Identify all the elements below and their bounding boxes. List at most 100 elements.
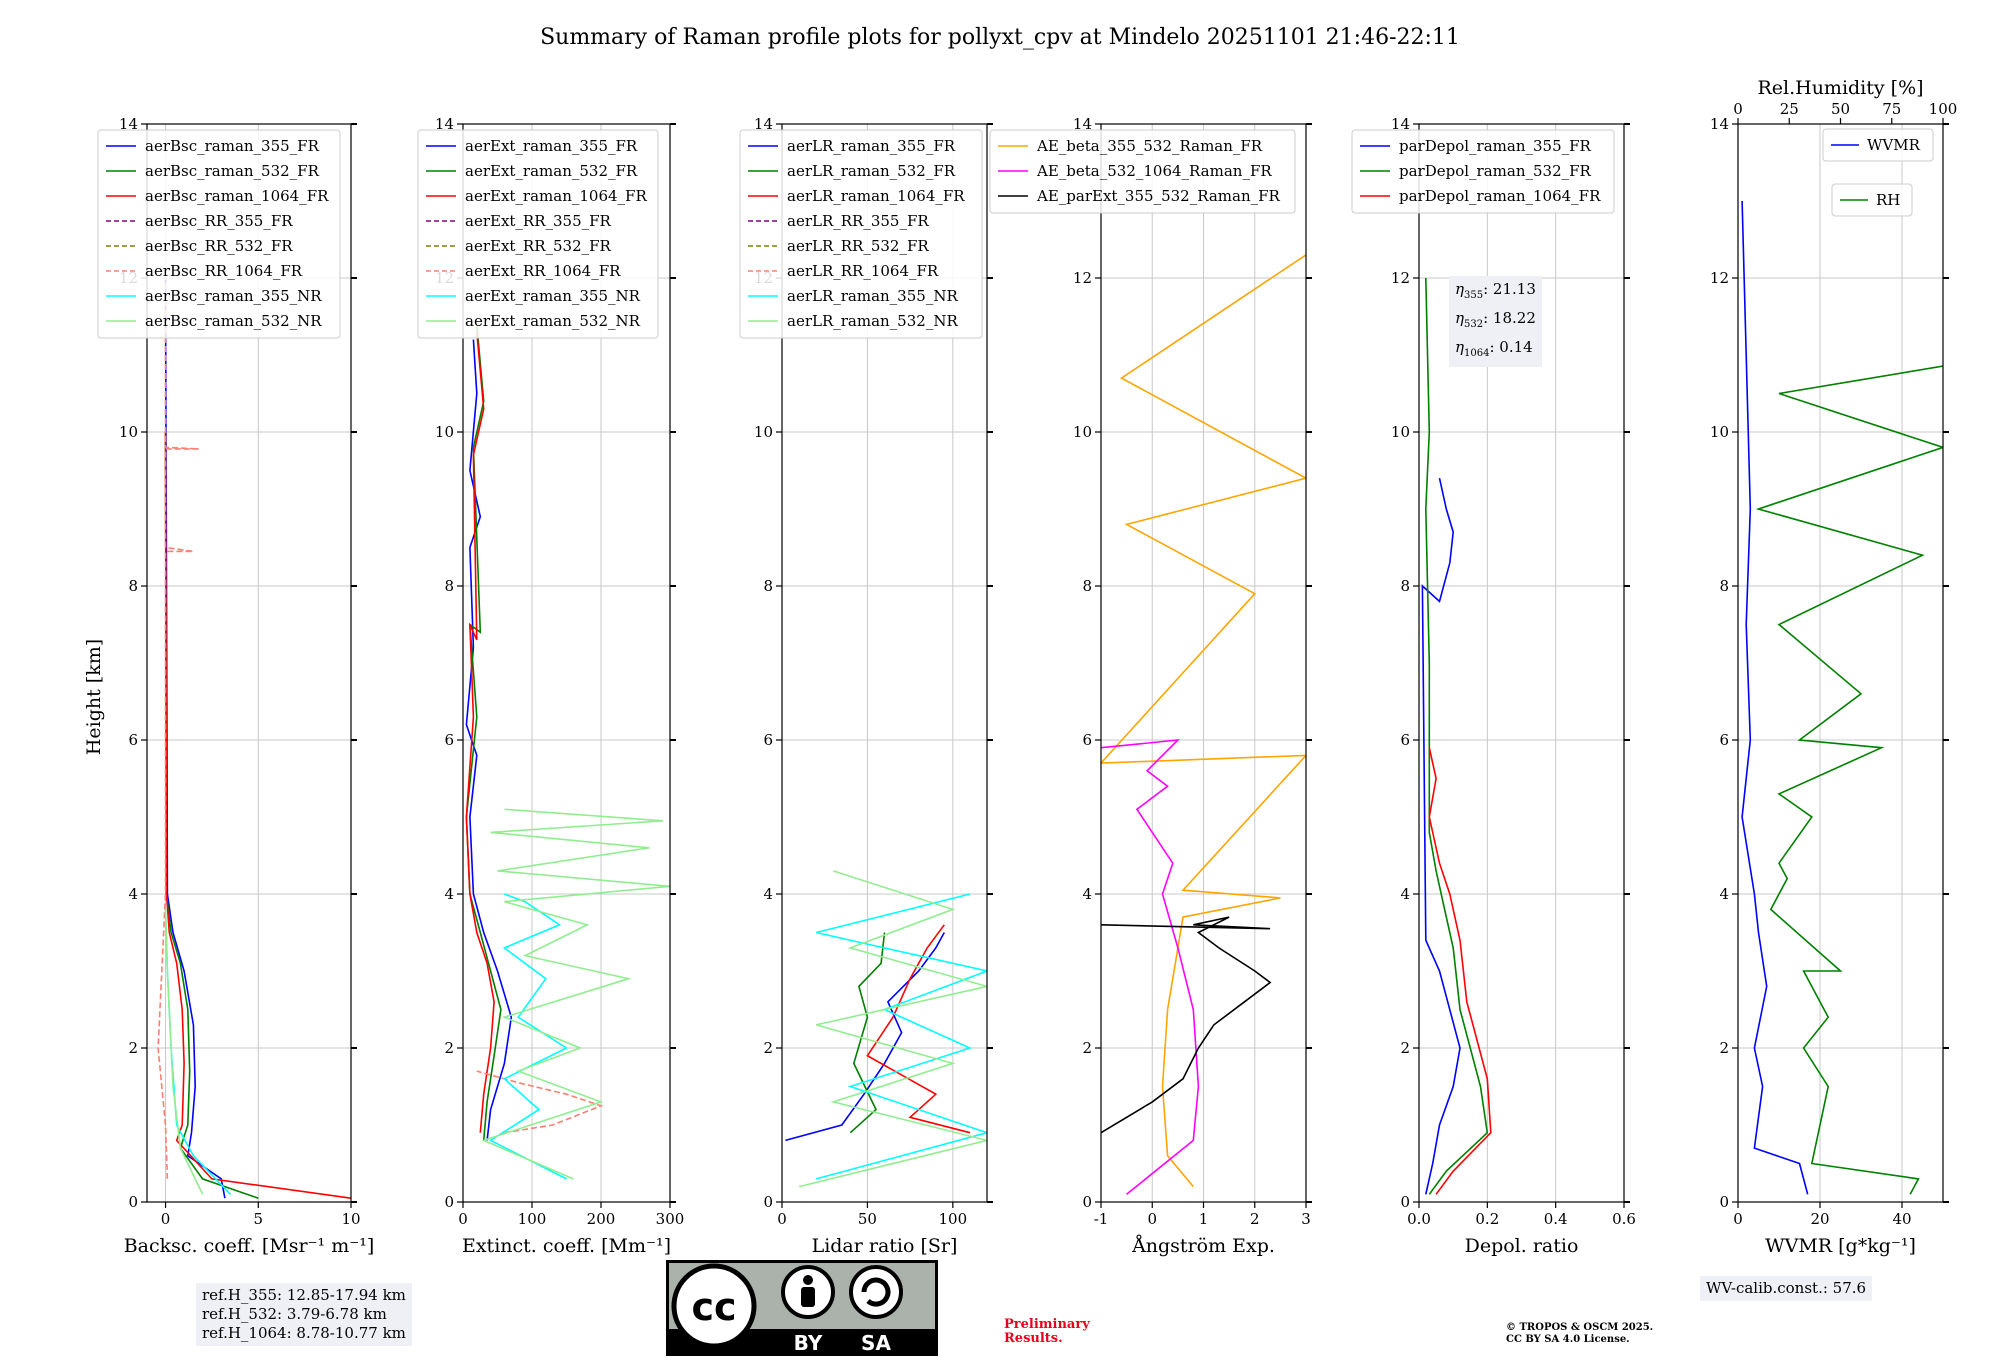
y-tick-label: 4 bbox=[763, 885, 773, 903]
axes-frame bbox=[146, 123, 352, 1203]
legend-label: aerBsc_raman_355_NR bbox=[145, 287, 322, 305]
y-tick-label: 10 bbox=[1391, 423, 1410, 441]
y-tick-label: 4 bbox=[1719, 885, 1729, 903]
legend-label: aerBsc_raman_355_FR bbox=[145, 137, 320, 155]
legend-extinction: aerExt_raman_355_FR aerExt_raman_532_FRae… bbox=[417, 129, 659, 339]
x-tick-label: 1 bbox=[1199, 1210, 1209, 1228]
series-line-aerLR_raman_355_FR bbox=[785, 932, 946, 1142]
x-axis-label-water_vapor: WVMR [g*kg⁻¹] bbox=[1765, 1235, 1916, 1257]
x2-tick-label: 50 bbox=[1831, 100, 1850, 118]
legend-label: parDepol_raman_1064_FR bbox=[1399, 187, 1601, 205]
legend-depolarization: parDepol_raman_355_FR parDepol_raman_532_… bbox=[1351, 129, 1615, 214]
legend-label: aerLR_raman_532_NR bbox=[787, 312, 958, 330]
y-tick-label: 12 bbox=[1710, 269, 1729, 287]
legend-box bbox=[1351, 129, 1615, 214]
y-tick-label: 2 bbox=[444, 1039, 454, 1057]
eta-1064-value: 0.14 bbox=[1499, 338, 1533, 356]
plot-area bbox=[465, 324, 670, 1180]
legend-label: aerBsc_RR_355_FR bbox=[145, 212, 293, 230]
ref-height-1064: ref.H_1064: 8.78-10.77 km bbox=[202, 1324, 406, 1342]
legend-label: aerLR_raman_532_FR bbox=[787, 162, 956, 180]
y-tick-label: 4 bbox=[128, 885, 138, 903]
series-line-aerExt_raman_1064_FR bbox=[465, 331, 495, 1133]
series-line-aerBsc_RR_1064_FR bbox=[157, 278, 199, 1179]
copyright-note: © TROPOS & OSCM 2025. CC BY SA 4.0 Licen… bbox=[1506, 1322, 1653, 1346]
wv-calib-box: WV-calib.const.: 57.6 bbox=[1700, 1276, 1873, 1301]
y-tick-label: 14 bbox=[1073, 115, 1092, 133]
eta-532: η532: 18.22 bbox=[1455, 309, 1536, 330]
panel-lidar_ratio: 02468101214050100Lidar ratio [Sr]aerLR_r… bbox=[739, 115, 993, 1257]
y-tick-label: 0 bbox=[128, 1193, 138, 1211]
axes-frame bbox=[462, 123, 671, 1203]
ref-height-532: ref.H_532: 3.79-6.78 km bbox=[202, 1305, 387, 1323]
series-line-aerLR_raman_1064_FR bbox=[866, 924, 971, 1134]
x-axis-label-angstrom: Ångström Exp. bbox=[1131, 1235, 1275, 1257]
legend-water_vapor: WVMR RH bbox=[1822, 128, 1934, 217]
series-line-aerExt_raman_532_NR bbox=[481, 808, 670, 1180]
plot-area bbox=[1101, 254, 1306, 1195]
y-tick-label: 10 bbox=[754, 423, 773, 441]
legend-label: aerExt_raman_1064_FR bbox=[465, 187, 647, 205]
attribution-head bbox=[803, 1275, 813, 1285]
series-line-aerBsc_raman_355_NR bbox=[164, 909, 232, 1195]
x-tick-label: 0 bbox=[1733, 1210, 1743, 1228]
y-tick-label: 6 bbox=[763, 731, 773, 749]
y-tick-label: 8 bbox=[444, 577, 454, 595]
x-tick-label: 5 bbox=[253, 1210, 263, 1228]
legend-label: AE_beta_355_532_Raman_FR bbox=[1036, 137, 1263, 155]
panel-backscatter: 024681012140510Backsc. coeff. [Msr⁻¹ m⁻¹… bbox=[97, 115, 375, 1257]
eta-532-value: 18.22 bbox=[1492, 309, 1536, 327]
y-tick-label: 0 bbox=[1400, 1193, 1410, 1211]
y-axis-label: Height [km] bbox=[83, 639, 105, 755]
x-tick-label: 200 bbox=[587, 1210, 616, 1228]
legend-label: aerLR_RR_1064_FR bbox=[787, 262, 939, 280]
series-line-AE_parExt_355_532_Raman_FR bbox=[1101, 916, 1272, 1134]
axes-frame bbox=[1418, 123, 1625, 1203]
ref-height-355: ref.H_355: 12.85-17.94 km bbox=[202, 1286, 406, 1304]
y-tick-label: 8 bbox=[128, 577, 138, 595]
legend-label: aerExt_RR_355_FR bbox=[465, 212, 612, 230]
y-tick-label: 10 bbox=[435, 423, 454, 441]
x-tick-label: 0 bbox=[161, 1210, 171, 1228]
legend-label: WVMR bbox=[1867, 136, 1921, 154]
x2-tick-label: 25 bbox=[1780, 100, 1799, 118]
plot-area bbox=[1741, 200, 1943, 1195]
x-tick-label: 0.4 bbox=[1544, 1210, 1568, 1228]
series-line-aerBsc_raman_532_NR bbox=[164, 909, 204, 1195]
series-line-aerExt_raman_355_NR bbox=[488, 893, 569, 1180]
y-tick-label: 4 bbox=[444, 885, 454, 903]
y-tick-label: 12 bbox=[1073, 269, 1092, 287]
y-tick-label: 4 bbox=[1082, 885, 1092, 903]
legend-label: AE_beta_532_1064_Raman_FR bbox=[1036, 162, 1272, 180]
y-tick-label: 14 bbox=[1391, 115, 1410, 133]
series-line-RH bbox=[1755, 365, 1943, 1195]
x-tick-label: 100 bbox=[939, 1210, 968, 1228]
legend-label: aerExt_raman_532_FR bbox=[465, 162, 638, 180]
copyright-line-2: CC BY SA 4.0 License. bbox=[1506, 1334, 1630, 1345]
x-tick-label: 0 bbox=[777, 1210, 787, 1228]
series-line-parDepol_raman_355_FR bbox=[1421, 478, 1461, 1195]
x-axis-label-backscatter: Backsc. coeff. [Msr⁻¹ m⁻¹] bbox=[124, 1235, 375, 1257]
legend-label: aerLR_raman_355_NR bbox=[787, 287, 958, 305]
y-tick-label: 14 bbox=[435, 115, 454, 133]
legend-label: parDepol_raman_532_FR bbox=[1399, 162, 1592, 180]
series-line-AE_beta_532_1064_Raman_FR bbox=[1101, 738, 1200, 1195]
eta-box: η355: 21.13 η532: 18.22 η1064: 0.14 bbox=[1449, 276, 1542, 367]
legend-box bbox=[97, 129, 341, 339]
legend-label: aerBsc_RR_532_FR bbox=[145, 237, 293, 255]
legend-label: AE_parExt_355_532_Raman_FR bbox=[1036, 187, 1281, 205]
eta-355-value: 21.13 bbox=[1492, 280, 1536, 298]
y-tick-label: 6 bbox=[1719, 731, 1729, 749]
series-line-WVMR bbox=[1741, 200, 1809, 1195]
legend-label: aerLR_raman_355_FR bbox=[787, 137, 956, 155]
legend-label: aerExt_RR_532_FR bbox=[465, 237, 612, 255]
legend-label: aerExt_raman_532_NR bbox=[465, 312, 641, 330]
x-axis-label-depolarization: Depol. ratio bbox=[1465, 1235, 1579, 1257]
legend-backscatter: aerBsc_raman_355_FR aerBsc_raman_532_FRae… bbox=[97, 129, 341, 339]
x-tick-label: 0.0 bbox=[1407, 1210, 1431, 1228]
plot-area bbox=[157, 277, 351, 1199]
x-tick-label: 100 bbox=[518, 1210, 547, 1228]
y-tick-label: 0 bbox=[444, 1193, 454, 1211]
series-line-parDepol_raman_1064_FR bbox=[1428, 747, 1492, 1195]
